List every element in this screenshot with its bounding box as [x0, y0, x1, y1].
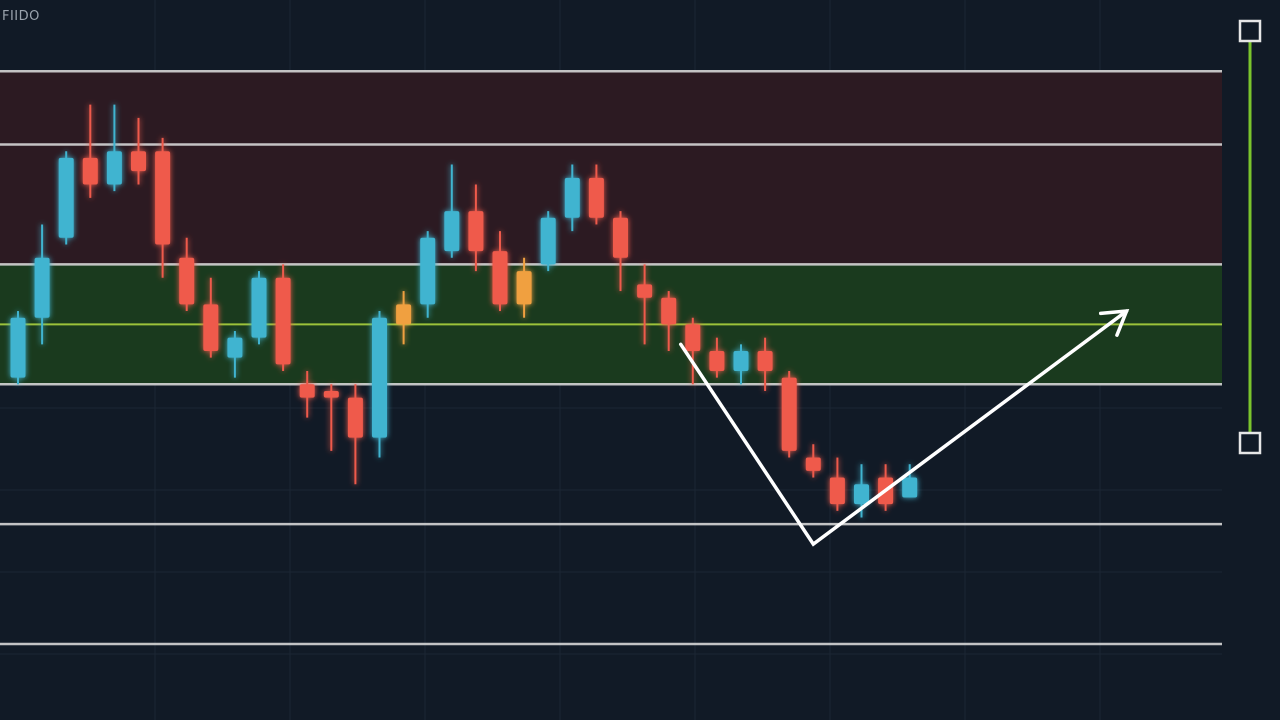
- candle-body: [34, 257, 50, 318]
- candle-body: [781, 377, 797, 451]
- candle-body: [637, 284, 653, 298]
- candle: [564, 164, 580, 232]
- candle-body: [613, 217, 628, 258]
- candle: [637, 264, 653, 345]
- candle: [468, 184, 484, 272]
- candle: [34, 224, 50, 345]
- candle: [805, 444, 821, 478]
- candle-body: [854, 484, 869, 505]
- candle-body: [347, 397, 363, 438]
- candle: [323, 384, 339, 451]
- candle-body: [372, 317, 387, 438]
- resistance-zone: [0, 71, 1222, 265]
- candle: [733, 344, 749, 385]
- candle-body: [420, 237, 436, 305]
- candle-body: [709, 351, 725, 371]
- candle-body: [733, 351, 749, 371]
- candle: [661, 291, 677, 351]
- candle-body: [902, 477, 918, 498]
- candle-body: [516, 271, 532, 305]
- candle: [396, 291, 412, 345]
- candle: [179, 237, 195, 312]
- candle: [203, 277, 219, 358]
- candle: [347, 384, 363, 485]
- candle-body: [396, 304, 412, 325]
- candle-body: [444, 211, 460, 252]
- candle: [757, 337, 773, 391]
- candle: [685, 317, 701, 385]
- candle-body: [179, 257, 195, 305]
- candle-body: [227, 337, 243, 358]
- candle-body: [10, 317, 26, 378]
- corner-label: FIIDO: [2, 9, 40, 24]
- candle: [251, 271, 267, 345]
- candle: [588, 164, 604, 225]
- range-slider-handle-bottom[interactable]: [1238, 431, 1262, 455]
- candle-body: [155, 151, 171, 245]
- candle-body: [82, 157, 98, 185]
- candle-body: [661, 297, 677, 325]
- candle-body: [299, 384, 315, 398]
- candle: [58, 151, 74, 245]
- candle: [613, 211, 628, 292]
- candle-body: [540, 217, 556, 265]
- candle-body: [323, 390, 339, 398]
- candle-body: [492, 251, 508, 305]
- candle: [275, 264, 291, 371]
- price-zones: [0, 71, 1222, 385]
- candle: [131, 117, 146, 185]
- candle: [82, 104, 98, 198]
- candle: [492, 231, 508, 312]
- candle-body: [58, 157, 74, 238]
- candle-body: [203, 304, 219, 351]
- candle: [444, 164, 460, 258]
- candle: [299, 370, 315, 418]
- candle: [372, 311, 387, 458]
- candle: [10, 311, 26, 385]
- candle: [829, 457, 845, 511]
- candle-body: [588, 177, 604, 218]
- candle-body: [106, 151, 122, 185]
- range-slider[interactable]: [1238, 19, 1262, 455]
- candle: [227, 331, 243, 378]
- candle-body: [829, 477, 845, 505]
- candle-body: [251, 277, 267, 338]
- candle-body: [275, 277, 291, 365]
- range-slider-handle-top[interactable]: [1238, 19, 1262, 43]
- projection-path: [679, 309, 1129, 547]
- candle-body: [564, 177, 580, 218]
- candle-body: [805, 457, 821, 471]
- candle-body: [468, 211, 484, 252]
- horizontal-levels: [0, 70, 1222, 646]
- candle: [781, 370, 797, 458]
- candle: [516, 257, 532, 318]
- candle-body: [685, 324, 701, 351]
- candle: [106, 104, 122, 192]
- candle: [709, 337, 725, 378]
- candle: [902, 464, 918, 498]
- projection-arrowhead: [1098, 309, 1130, 337]
- projection-arrow: [679, 309, 1130, 547]
- candle: [420, 231, 436, 318]
- candle: [540, 211, 556, 272]
- candle-body: [131, 151, 146, 172]
- candle-body: [757, 351, 773, 371]
- candle: [155, 137, 171, 278]
